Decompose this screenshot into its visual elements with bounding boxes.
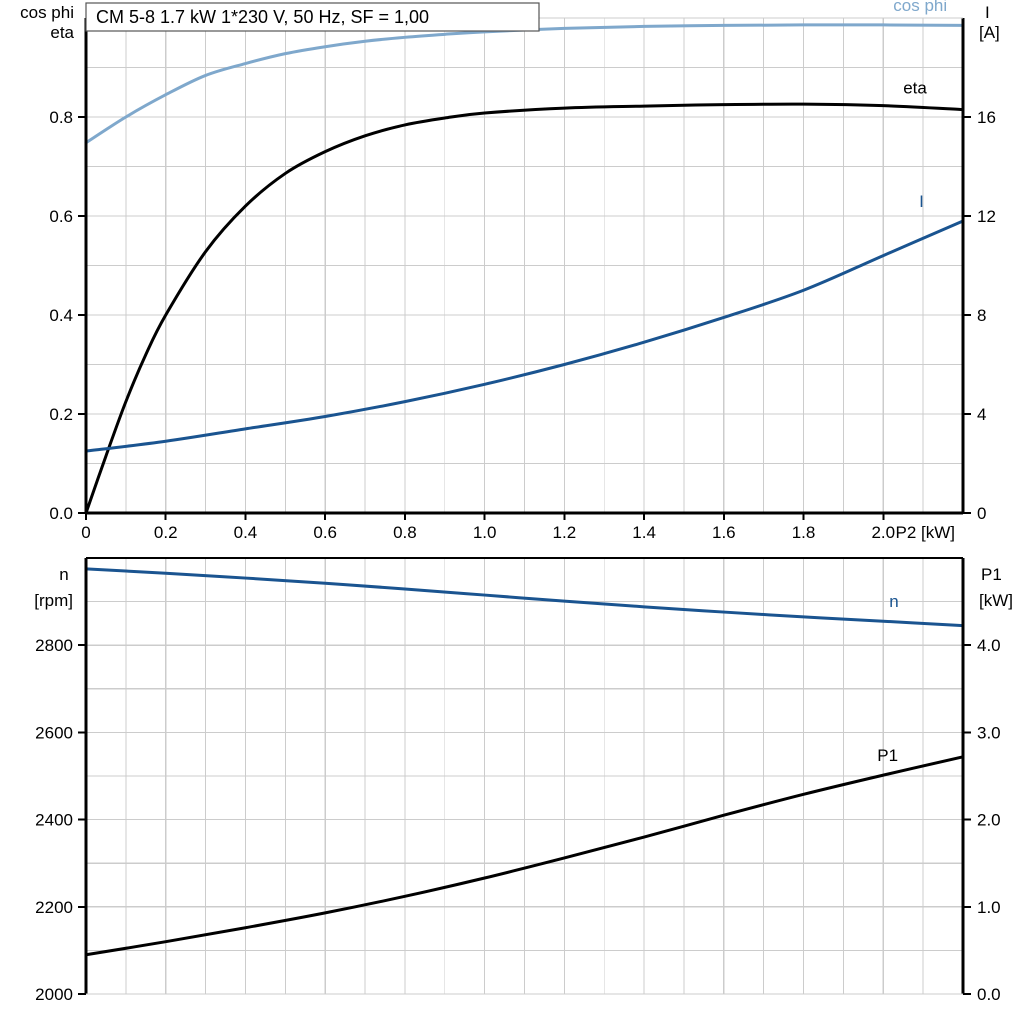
x-tick-label: 0.6	[313, 523, 337, 542]
curve-label-n: n	[889, 592, 898, 611]
right-axis-title-line1: P1	[981, 565, 1002, 584]
curve-cos-phi	[84, 23, 965, 145]
left-tick-label: 0.0	[49, 504, 73, 523]
x-axis: 0 0.2 0.4 0.6 0.8 1.0 1.2 1.4 1.6 1.8 2.0 P2 [kW]	[81, 513, 955, 542]
curve-eta	[84, 102, 965, 515]
x-tick-label: 2.0	[871, 523, 895, 542]
left-axis-title-line2: [rpm]	[34, 591, 73, 610]
title-box: CM 5-8 1.7 kW 1*230 V, 50 Hz, SF = 1,00	[85, 2, 540, 32]
curve-label-i: I	[919, 192, 924, 211]
curve-label-p1: P1	[877, 746, 898, 765]
left-axis: 2000 2200 2400 2600 2800 n [rpm]	[34, 565, 86, 1004]
right-tick-label: 8	[977, 306, 986, 325]
right-tick-label: 0.0	[977, 985, 1001, 1004]
x-tick-label: 1.4	[632, 523, 656, 542]
title-box-frame	[85, 2, 540, 32]
x-tick-label: 1.8	[792, 523, 816, 542]
right-tick-label: 0	[977, 504, 986, 523]
left-axis-title-line1: cos phi	[20, 3, 74, 22]
chart-title: CM 5-8 1.7 kW 1*230 V, 50 Hz, SF = 1,00	[96, 7, 429, 27]
left-tick-label: 0.8	[49, 108, 73, 127]
x-tick-label: 1.6	[712, 523, 736, 542]
curve-label-eta: eta	[903, 79, 927, 98]
left-tick-label: 2200	[35, 898, 73, 917]
left-tick-label: 2600	[35, 723, 73, 742]
curve-i	[84, 219, 965, 453]
x-tick-label: 0.4	[234, 523, 258, 542]
x-axis-title: P2 [kW]	[895, 523, 955, 542]
right-axis-title-line2: [kW]	[979, 591, 1013, 610]
left-tick-label: 2400	[35, 811, 73, 830]
right-axis-title-line2: [A]	[979, 23, 1000, 42]
right-tick-label: 16	[977, 108, 996, 127]
right-tick-label: 12	[977, 207, 996, 226]
left-tick-label: 0.2	[49, 405, 73, 424]
left-axis-title-line1: n	[59, 565, 68, 584]
right-axis-title-line1: I	[985, 3, 990, 22]
x-tick-label: 1.2	[553, 523, 577, 542]
curve-label-cos-phi: cos phi	[893, 0, 947, 15]
x-tick-label: 0	[81, 523, 90, 542]
right-axis: 0 4 8 12 16 I[A]	[963, 3, 1000, 523]
curve-p1	[84, 755, 965, 957]
grid-lines	[85, 17, 964, 514]
left-axis-title-line2: eta	[50, 23, 74, 42]
curve-n	[84, 567, 965, 628]
left-tick-label: 2800	[35, 636, 73, 655]
x-tick-label: 0.2	[154, 523, 178, 542]
right-tick-label: 1.0	[977, 898, 1001, 917]
x-tick-label: 0.8	[393, 523, 417, 542]
right-tick-label: 2.0	[977, 811, 1001, 830]
left-tick-label: 0.6	[49, 207, 73, 226]
left-tick-label: 2000	[35, 985, 73, 1004]
x-tick-label: 1.0	[473, 523, 497, 542]
right-tick-label: 4	[977, 405, 986, 424]
right-tick-label: 4.0	[977, 636, 1001, 655]
right-axis: 0.0 1.0 2.0 3.0 4.0 P1 [kW]	[963, 565, 1013, 1004]
bottom-chart: 2000 2200 2400 2600 2800 n [rpm] 0.0 1.0 2.0 3.0 4.…	[34, 556, 1013, 1004]
left-tick-label: 0.4	[49, 306, 73, 325]
right-tick-label: 3.0	[977, 723, 1001, 742]
